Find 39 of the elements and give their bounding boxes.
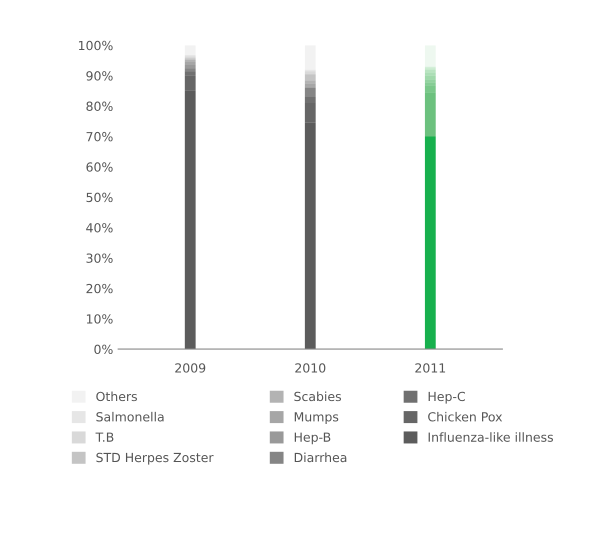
legend-label: Hep-B bbox=[294, 432, 330, 444]
bar bbox=[424, 70, 436, 72]
bar bbox=[304, 88, 316, 97]
legend-label: Scabies bbox=[294, 392, 342, 402]
legend-label: Influenza-like illness bbox=[428, 432, 553, 442]
y-tick-label: 100% bbox=[78, 40, 113, 50]
y-tick-label: 50% bbox=[86, 192, 113, 202]
y-tick-label: 60% bbox=[86, 162, 113, 172]
bar bbox=[424, 136, 436, 350]
legend-label: Hep-C bbox=[428, 392, 465, 404]
x-tick-label: 2010 bbox=[295, 363, 326, 373]
y-tick-label: 90% bbox=[86, 71, 113, 81]
bar bbox=[304, 45, 316, 70]
bar bbox=[424, 45, 436, 67]
legend-label: T.B bbox=[96, 432, 114, 442]
y-tick-label: 70% bbox=[86, 132, 113, 142]
legend-label: Mumps bbox=[294, 412, 338, 424]
bar bbox=[304, 83, 316, 86]
legend-label: Others bbox=[96, 392, 137, 402]
y-tick-label: 10% bbox=[86, 314, 113, 324]
y-tick-label: 40% bbox=[86, 223, 113, 233]
bar bbox=[424, 92, 436, 136]
legend-label: STD Herpes Zoster bbox=[96, 452, 214, 465]
x-tick-label: 2011 bbox=[415, 363, 446, 373]
bar bbox=[304, 71, 316, 74]
y-tick-label: 30% bbox=[86, 253, 113, 263]
y-tick-label: 0% bbox=[94, 344, 113, 354]
legend-label: Diarrhea bbox=[294, 452, 346, 462]
y-tick-label: 80% bbox=[86, 102, 113, 111]
legend-label: Salmonella bbox=[96, 412, 164, 422]
y-tick-label: 20% bbox=[86, 284, 113, 294]
bar bbox=[184, 68, 196, 72]
bar bbox=[184, 65, 196, 68]
legend-label: Chicken Pox bbox=[428, 412, 502, 422]
bar bbox=[304, 74, 316, 80]
bar bbox=[184, 60, 196, 62]
bar bbox=[184, 45, 196, 56]
x-tick-label: 2009 bbox=[175, 363, 206, 373]
bar bbox=[424, 85, 436, 92]
